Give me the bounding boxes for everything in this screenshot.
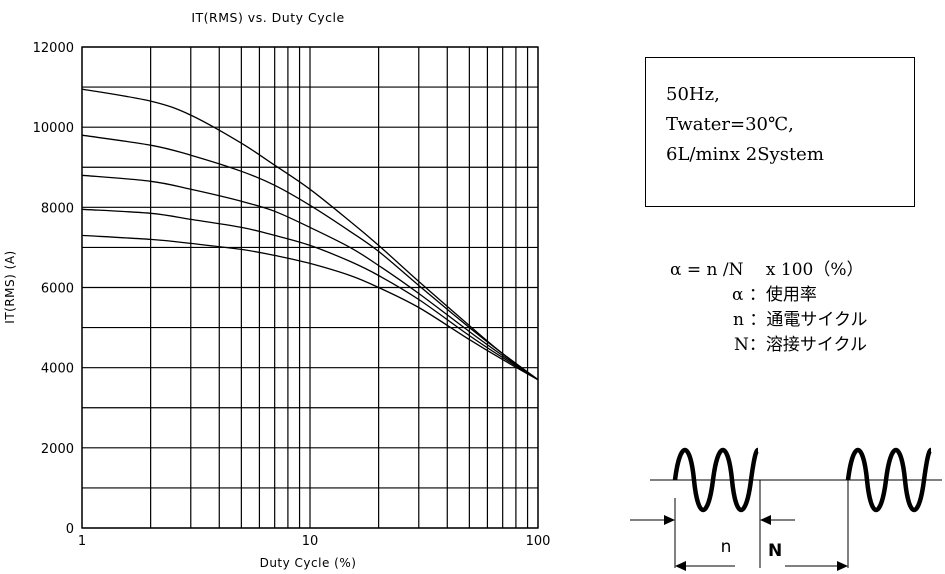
y-tick-label: 4000 <box>41 362 74 377</box>
chart-series <box>81 88 539 381</box>
y-axis-label: IT(RMS) (A) <box>3 250 17 323</box>
x-tick-label: 100 <box>526 534 551 549</box>
y-tick-label: 8000 <box>41 201 74 216</box>
chart-grid <box>81 46 539 529</box>
formula-equation: α = n /N x 100（%） <box>670 260 864 280</box>
y-tick-label: 2000 <box>41 442 74 457</box>
waveform-diagram: n N <box>630 447 942 571</box>
n-arrow-left-head <box>664 515 675 525</box>
y-tick-label: 12000 <box>33 41 74 56</box>
condition-frequency: 50Hz, <box>666 84 720 105</box>
y-tick-label: 0 <box>66 522 74 537</box>
x-axis-ticks: 1 10 100 <box>78 534 551 549</box>
formula-n-def: n ：通電サイクル <box>733 310 868 330</box>
n-arrow-right-head <box>760 515 771 525</box>
condition-water-temp: Twater=30℃, <box>666 114 794 135</box>
N-arrow-right-head <box>837 561 848 571</box>
chart-title: IT(RMS) vs. Duty Cycle <box>191 10 344 25</box>
N-arrow-left-head <box>675 561 686 571</box>
weld-burst-2 <box>845 447 933 513</box>
condition-flow-rate: 6L/minx 2System <box>666 144 824 165</box>
series-line-4 <box>81 208 539 381</box>
series-line-2 <box>81 134 539 381</box>
x-tick-label: 1 <box>78 534 86 549</box>
plot-frame <box>81 46 539 529</box>
conditions-box: 50Hz, Twater=30℃, 6L/minx 2System <box>645 57 915 207</box>
y-tick-label: 10000 <box>33 121 74 136</box>
series-line-1 <box>81 88 539 381</box>
formula-N-def: N：溶接サイクル <box>734 335 868 355</box>
y-tick-label: 6000 <box>41 282 74 297</box>
x-axis-label: Duty Cycle (%) <box>260 556 357 570</box>
duty-formula: α = n /N x 100（%） α ：使用率 n ：通電サイクル N：溶接サ… <box>670 258 940 358</box>
N-label: N <box>768 541 782 561</box>
y-axis-ticks: 0 2000 4000 6000 8000 10000 12000 <box>33 41 74 537</box>
weld-burst-1 <box>672 447 760 513</box>
n-label: n <box>721 537 732 557</box>
series-line-5 <box>81 234 539 381</box>
formula-alpha-def: α ：使用率 <box>732 285 817 305</box>
x-tick-label: 10 <box>302 534 319 549</box>
series-line-3 <box>81 174 539 381</box>
